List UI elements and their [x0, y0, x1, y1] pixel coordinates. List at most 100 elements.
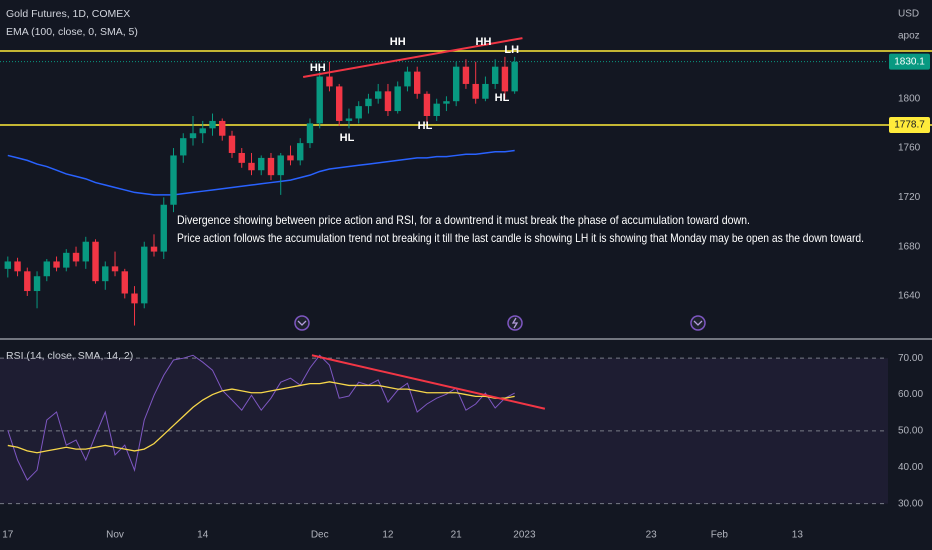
event-icon: [294, 315, 310, 331]
y-tick-label: 1720: [898, 192, 921, 203]
candle-body: [53, 261, 60, 268]
candle-body: [131, 293, 138, 304]
x-tick-label: 21: [451, 530, 463, 541]
rsi-line: [7, 381, 515, 454]
candle-body: [365, 98, 372, 107]
axis-unit: USD: [898, 9, 919, 20]
candle-body: [462, 66, 470, 84]
candle-body: [277, 155, 284, 176]
candle-body: [258, 157, 265, 171]
candle-body: [413, 71, 421, 94]
support-label: 1778.7: [894, 120, 925, 131]
candle-body: [267, 157, 275, 176]
candle-body: [170, 155, 177, 205]
candle-body: [238, 152, 245, 163]
ema-legend: EMA (100, close, 0, SMA, 5): [6, 26, 138, 38]
ema-line: [7, 149, 515, 196]
candle-body: [24, 271, 31, 292]
candle-body: [121, 271, 128, 294]
candle-body: [111, 266, 119, 272]
trendline: [302, 37, 523, 79]
candle-body: [102, 266, 109, 282]
x-tick-label: Dec: [311, 530, 329, 541]
candle-body: [199, 128, 206, 134]
event-icon-glyph: [511, 317, 519, 329]
swing-label: HL: [340, 132, 355, 144]
last-price-box: [889, 53, 930, 70]
note-line: Price action follows the accumulation tr…: [177, 231, 864, 245]
y-tick-label: 70.00: [898, 353, 923, 364]
candle-body: [287, 155, 294, 161]
candle-body: [141, 246, 148, 304]
candle-body: [326, 76, 333, 87]
swing-label: HL: [495, 92, 510, 104]
x-tick-label: 17: [2, 530, 14, 541]
x-tick-label: 13: [792, 530, 804, 541]
candle-body: [219, 120, 226, 136]
candle-body: [92, 241, 99, 282]
candle-body: [433, 103, 440, 116]
candle-body: [248, 162, 255, 171]
candle-body: [511, 61, 518, 92]
candle-body: [160, 204, 167, 252]
y-tick-label: 1760: [898, 143, 921, 154]
last-price-label: 1830.1: [894, 56, 925, 67]
note-line: Divergence showing between price action …: [177, 213, 750, 227]
swing-label: HH: [476, 36, 492, 48]
swing-label: HL: [418, 120, 433, 132]
swing-label: LH: [504, 44, 519, 56]
candle-body: [345, 118, 353, 121]
candle-body: [452, 66, 460, 102]
support-label-box: [889, 116, 930, 133]
candle-body: [501, 66, 509, 92]
candle-body: [404, 71, 411, 87]
candle-body: [443, 101, 450, 104]
rsi-title: RSI (14, close, SMA, 14, 2): [6, 350, 133, 362]
x-tick-label: Feb: [711, 530, 729, 541]
candle-body: [63, 252, 70, 268]
candle-body: [316, 76, 323, 124]
candle-body: [209, 120, 216, 129]
x-tick-label: 12: [382, 530, 394, 541]
y-tick-label: 1800: [898, 93, 921, 104]
x-tick-label: Nov: [106, 530, 124, 541]
author: apoz: [898, 31, 920, 42]
x-tick-label: 23: [646, 530, 658, 541]
candle-body: [33, 276, 41, 292]
candle-body: [384, 91, 392, 112]
chart-title: Gold Futures, 1D, COMEX: [6, 8, 130, 20]
candle-body: [375, 91, 382, 99]
candle-body: [482, 83, 489, 99]
candle-body: [306, 123, 314, 144]
candle-body: [189, 133, 197, 139]
y-tick-label: 60.00: [898, 389, 923, 400]
event-icons: [294, 315, 706, 331]
candle-body: [297, 143, 304, 161]
trendline: [311, 354, 546, 410]
candle-body: [472, 83, 479, 99]
candle-body: [355, 106, 362, 119]
rsi-line: [7, 354, 515, 481]
swing-label: HH: [310, 62, 326, 74]
x-tick-label: 14: [197, 530, 209, 541]
candle-body: [82, 241, 89, 262]
swing-label: HH: [390, 36, 406, 48]
candle-body: [394, 86, 401, 112]
y-tick-label: 1680: [898, 241, 921, 252]
candle-body: [423, 93, 431, 116]
candle-body: [491, 66, 499, 84]
candle-body: [43, 261, 50, 277]
y-tick-label: 40.00: [898, 462, 923, 473]
event-icon-glyph: [693, 320, 703, 326]
event-icon-glyph: [297, 320, 307, 326]
candle-body: [228, 135, 236, 153]
event-icon: [690, 315, 706, 331]
y-tick-label: 30.00: [898, 498, 923, 509]
candle-body: [14, 261, 21, 272]
candle-body: [336, 86, 343, 121]
x-tick-label: 2023: [513, 530, 536, 541]
y-tick-label: 1640: [898, 291, 921, 302]
candle-body: [4, 261, 11, 269]
